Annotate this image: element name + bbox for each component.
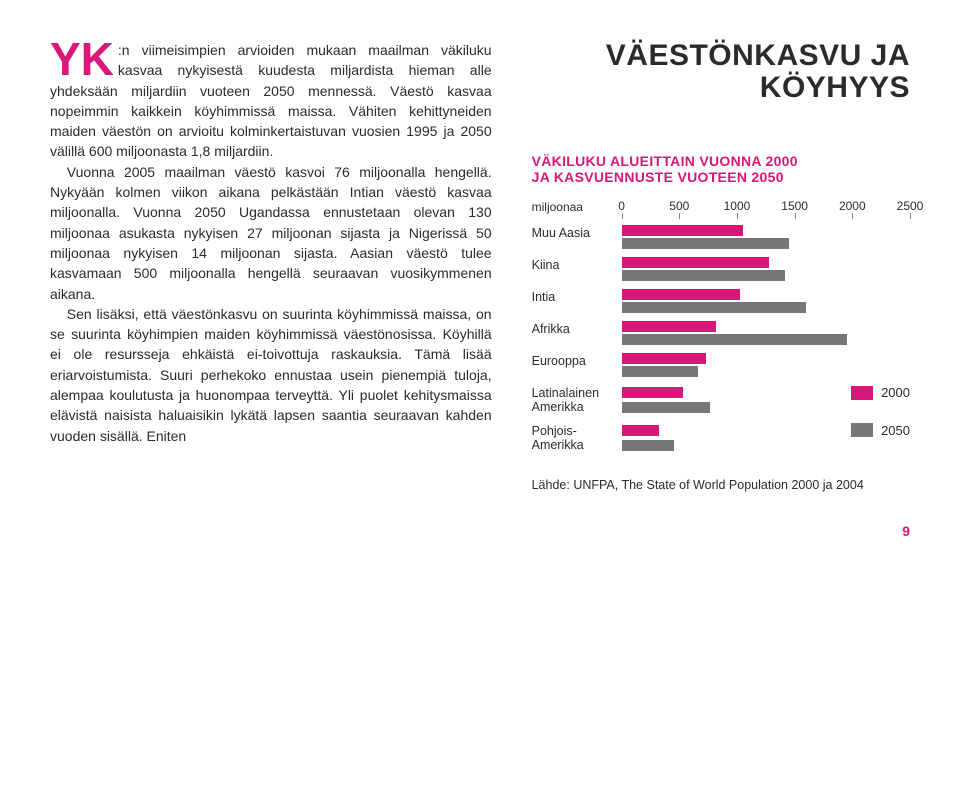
x-axis-ticks: 05001000150020002500 <box>622 199 910 215</box>
bar-chart: miljoonaa 05001000150020002500 Muu Aasia… <box>532 199 910 453</box>
category-bars <box>622 353 910 377</box>
axis-unit-label: miljoonaa <box>532 200 622 214</box>
dropcap: YK <box>50 40 114 79</box>
x-tick-line <box>622 213 623 219</box>
legend-swatch <box>851 386 873 400</box>
bar-2050 <box>622 270 786 281</box>
body-text-column: YK :n viimeisimpien arvioiden mukaan maa… <box>50 40 492 493</box>
category-bars: 2000 <box>622 385 910 413</box>
x-tick-line <box>852 213 853 219</box>
category-label: LatinalainenAmerikka <box>532 385 622 415</box>
bar-2050 <box>622 302 807 313</box>
bar-2050 <box>622 334 847 345</box>
category-label: Eurooppa <box>532 353 622 368</box>
category-row: LatinalainenAmerikka 2000 <box>532 385 910 415</box>
x-axis: miljoonaa 05001000150020002500 <box>532 199 910 215</box>
x-tick-label: 1500 <box>781 199 808 213</box>
paragraph-3: Sen lisäksi, että väestönkasvu on suurin… <box>50 304 492 446</box>
category-row: Afrikka <box>532 321 910 345</box>
category-bars <box>622 257 910 281</box>
chart-title-line-2: JA KASVUENNUSTE VUOTEEN 2050 <box>532 169 784 185</box>
category-label: Pohjois-Amerikka <box>532 423 622 453</box>
category-label: Muu Aasia <box>532 225 622 240</box>
bar-2000 <box>622 225 743 236</box>
category-row: Kiina <box>532 257 910 281</box>
chart-title: VÄKILUKU ALUEITTAIN VUONNA 2000 JA KASVU… <box>532 153 910 185</box>
chart-source: Lähde: UNFPA, The State of World Populat… <box>532 477 910 493</box>
x-tick-line <box>737 213 738 219</box>
bar-2000 <box>622 353 706 364</box>
bar-2000 <box>622 425 659 436</box>
paragraph-1-text: :n viimeisimpien arvioiden mukaan maailm… <box>50 42 492 159</box>
bar-2050 <box>622 366 698 377</box>
category-label: Kiina <box>532 257 622 272</box>
legend-swatch <box>851 423 873 437</box>
x-tick-label: 1000 <box>724 199 751 213</box>
x-tick-label: 2500 <box>897 199 924 213</box>
category-label: Afrikka <box>532 321 622 336</box>
category-bars <box>622 321 910 345</box>
legend-item-2000: 2000 <box>851 385 910 400</box>
bar-2050 <box>622 402 711 413</box>
headline-line-1: VÄESTÖNKASVU JA <box>606 39 910 72</box>
category-row: Eurooppa <box>532 353 910 377</box>
category-bars <box>622 289 910 313</box>
chart-title-line-1: VÄKILUKU ALUEITTAIN VUONNA 2000 <box>532 153 798 169</box>
page: YK :n viimeisimpien arvioiden mukaan maa… <box>50 40 910 493</box>
x-tick-line <box>679 213 680 219</box>
category-label: Intia <box>532 289 622 304</box>
x-tick-label: 2000 <box>839 199 866 213</box>
legend-label: 2000 <box>881 385 910 400</box>
category-row: Pohjois-Amerikka 2050 <box>532 423 910 453</box>
headline-line-2: KÖYHYYS <box>760 71 910 104</box>
paragraph-2: Vuonna 2005 maailman väestö kasvoi 76 mi… <box>50 162 492 304</box>
category-row: Muu Aasia <box>532 225 910 249</box>
x-tick-label: 0 <box>618 199 625 213</box>
x-tick-label: 500 <box>669 199 689 213</box>
bar-2000 <box>622 321 717 332</box>
x-tick-line <box>910 213 911 219</box>
legend-label: 2050 <box>881 423 910 438</box>
bar-2050 <box>622 238 789 249</box>
headline: VÄESTÖNKASVU JA KÖYHYYS <box>532 40 910 103</box>
page-number: 9 <box>50 523 910 539</box>
chart-body: Muu Aasia Kiina Intia Afrikka Eurooppa Latina… <box>532 225 910 453</box>
paragraph-1: YK :n viimeisimpien arvioiden mukaan maa… <box>50 40 492 162</box>
legend-item-2050: 2050 <box>851 423 910 438</box>
bar-2000 <box>622 387 683 398</box>
bar-2000 <box>622 257 770 268</box>
category-row: Intia <box>532 289 910 313</box>
category-bars: 2050 <box>622 423 910 451</box>
x-tick-line <box>795 213 796 219</box>
category-bars <box>622 225 910 249</box>
bar-2050 <box>622 440 674 451</box>
chart-column: VÄESTÖNKASVU JA KÖYHYYS VÄKILUKU ALUEITT… <box>532 40 910 493</box>
bar-2000 <box>622 289 741 300</box>
